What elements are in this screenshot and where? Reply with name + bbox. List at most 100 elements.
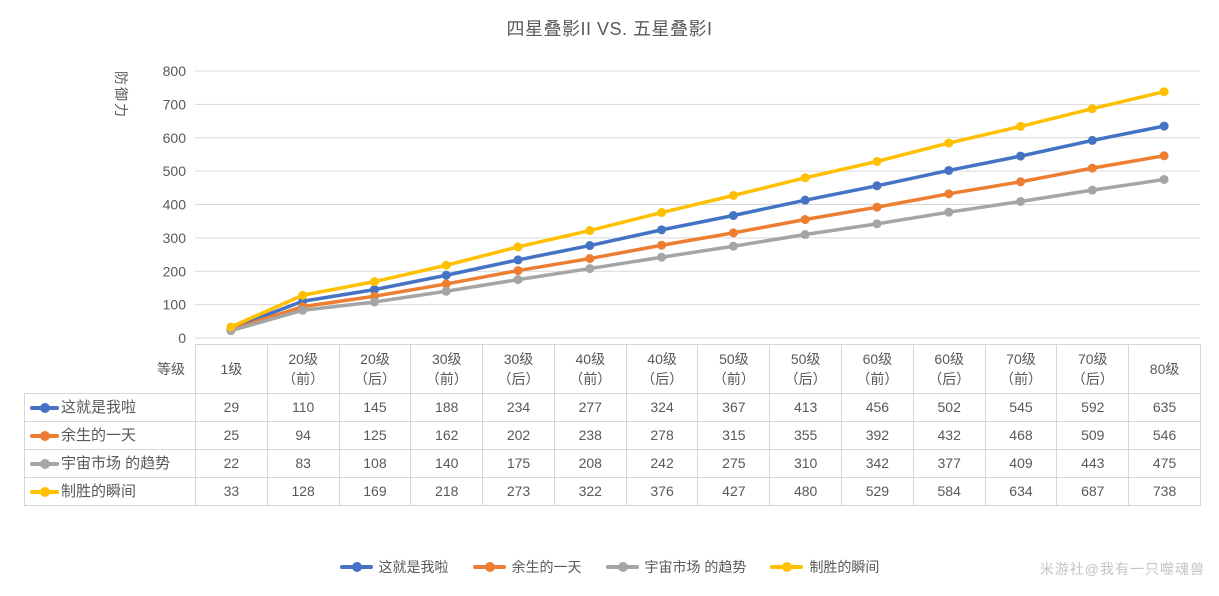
value-cell: 128 bbox=[266, 477, 340, 506]
legend-label: 余生的一天 bbox=[511, 559, 582, 575]
value-cell: 376 bbox=[625, 477, 699, 506]
table-row: 余生的一天 25 94 125 162 202 238 278 315 355 392 432 468 5… bbox=[24, 421, 1201, 450]
data-point-marker bbox=[872, 219, 882, 229]
data-point-marker bbox=[585, 226, 595, 236]
value-cell: 592 bbox=[1056, 393, 1130, 422]
data-point-marker bbox=[728, 211, 738, 221]
value-cell: 468 bbox=[984, 421, 1058, 450]
legend-key-icon bbox=[770, 562, 804, 572]
category-header-cell: 1级 bbox=[195, 344, 268, 394]
value-cell: 432 bbox=[912, 421, 986, 450]
legend-key-icon bbox=[30, 430, 59, 441]
data-point-marker bbox=[369, 285, 379, 295]
series-name: 宇宙市场 的趋势 bbox=[61, 454, 171, 472]
line-chart: 0 100 200 300 400 500 600 700 800 bbox=[163, 63, 1200, 346]
data-point-marker bbox=[1016, 121, 1026, 131]
value-cell: 529 bbox=[841, 477, 914, 506]
value-cell: 738 bbox=[1128, 477, 1201, 506]
series-line bbox=[229, 154, 1166, 332]
value-cell: 108 bbox=[338, 449, 412, 478]
value-cell: 29 bbox=[195, 393, 268, 422]
data-point-marker bbox=[441, 279, 451, 289]
table-header-row: 等级 1级 20级 （前） 20级 （后） 30级 （前） 30级 （后） 40级 （前）… bbox=[24, 344, 1201, 394]
legend-key-icon bbox=[605, 562, 639, 572]
value-cell: 94 bbox=[266, 421, 340, 450]
category-header-cell: 70级 （后） bbox=[1056, 344, 1130, 394]
value-cell: 584 bbox=[912, 477, 986, 506]
y-tick-label: 200 bbox=[163, 263, 187, 279]
table-row: 宇宙市场 的趋势 22 83 108 140 175 208 242 275 310 342 377 4… bbox=[24, 449, 1201, 478]
value-cell: 377 bbox=[912, 449, 986, 478]
legend-item: 制胜的瞬间 bbox=[770, 557, 879, 577]
value-cell: 278 bbox=[625, 421, 699, 450]
data-point-marker bbox=[872, 156, 882, 166]
category-header-cell: 80级 bbox=[1128, 344, 1201, 394]
y-axis-title: 防御力 bbox=[113, 71, 129, 119]
legend-label: 宇宙市场 的趋势 bbox=[644, 559, 747, 575]
data-point-marker bbox=[944, 138, 954, 148]
value-cell: 162 bbox=[410, 421, 484, 450]
data-point-marker bbox=[585, 254, 595, 264]
data-point-marker bbox=[657, 240, 667, 250]
data-point-marker bbox=[800, 195, 810, 205]
table-row: 这就是我啦 29 110 145 188 234 277 324 367 413 456 502 545… bbox=[24, 393, 1201, 422]
data-point-marker bbox=[657, 225, 667, 235]
chart-title: 四星叠影II VS. 五星叠影I bbox=[506, 19, 713, 39]
category-header-cell: 50级 （前） bbox=[697, 344, 771, 394]
data-point-marker bbox=[513, 242, 523, 252]
value-cell: 342 bbox=[841, 449, 914, 478]
value-cell: 409 bbox=[984, 449, 1058, 478]
value-cell: 634 bbox=[984, 477, 1058, 506]
legend-item: 余生的一天 bbox=[472, 557, 582, 577]
legend-key-icon bbox=[30, 402, 59, 413]
data-point-marker bbox=[441, 270, 451, 280]
y-tick-label: 500 bbox=[163, 163, 187, 179]
series-line bbox=[229, 124, 1166, 331]
value-cell: 322 bbox=[553, 477, 627, 506]
y-tick-label: 100 bbox=[163, 297, 187, 313]
value-cell: 413 bbox=[769, 393, 843, 422]
data-point-marker bbox=[369, 297, 379, 307]
value-cell: 125 bbox=[338, 421, 412, 450]
series-label-cell: 制胜的瞬间 bbox=[24, 477, 196, 506]
legend-key-icon bbox=[30, 458, 59, 469]
data-point-marker bbox=[1087, 104, 1097, 114]
data-point-marker bbox=[1159, 151, 1169, 161]
value-cell: 502 bbox=[912, 393, 986, 422]
value-cell: 545 bbox=[984, 393, 1058, 422]
value-cell: 83 bbox=[266, 449, 340, 478]
series-name: 制胜的瞬间 bbox=[61, 482, 137, 500]
y-tick-label: 600 bbox=[163, 130, 187, 146]
y-tick-label: 0 bbox=[178, 330, 186, 346]
value-cell: 33 bbox=[195, 477, 268, 506]
value-cell: 110 bbox=[266, 393, 340, 422]
value-cell: 208 bbox=[553, 449, 627, 478]
legend-key-icon bbox=[472, 562, 506, 572]
value-cell: 480 bbox=[769, 477, 843, 506]
category-header-cell: 30级 （前） bbox=[410, 344, 484, 394]
value-cell: 140 bbox=[410, 449, 484, 478]
data-point-marker bbox=[369, 277, 379, 287]
category-header-cell: 30级 （后） bbox=[482, 344, 555, 394]
series-name: 余生的一天 bbox=[61, 426, 137, 444]
value-cell: 188 bbox=[410, 393, 484, 422]
value-cell: 687 bbox=[1056, 477, 1130, 506]
category-header-cell: 60级 （后） bbox=[912, 344, 986, 394]
watermark: 米游社@我有一只噬魂兽 bbox=[1039, 561, 1205, 577]
data-point-marker bbox=[800, 173, 810, 183]
data-point-marker bbox=[1159, 174, 1169, 184]
value-cell: 635 bbox=[1128, 393, 1201, 422]
data-point-marker bbox=[441, 286, 451, 296]
data-point-marker bbox=[298, 305, 308, 315]
value-cell: 456 bbox=[841, 393, 914, 422]
legend-key-icon bbox=[30, 486, 59, 497]
series-line bbox=[229, 89, 1166, 329]
y-tick-label: 700 bbox=[163, 96, 187, 112]
data-point-marker bbox=[872, 202, 882, 212]
data-table: 等级 1级 20级 （前） 20级 （后） 30级 （前） 30级 （后） 40级 （前）… bbox=[24, 344, 1201, 506]
data-point-marker bbox=[800, 230, 810, 240]
data-point-marker bbox=[1087, 135, 1097, 145]
value-cell: 273 bbox=[482, 477, 555, 506]
table-row: 制胜的瞬间 33 128 169 218 273 322 376 427 480 529 584 634… bbox=[24, 477, 1201, 506]
